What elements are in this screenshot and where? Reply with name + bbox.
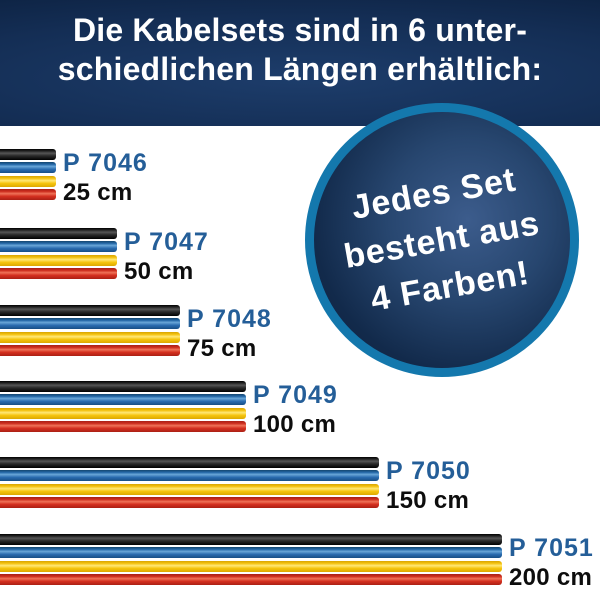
cable-bar	[0, 457, 379, 508]
cable-stripe-black	[0, 305, 180, 316]
cable-row-p7050: P 7050 150 cm	[0, 457, 471, 513]
cable-stripe-red	[0, 344, 180, 356]
cable-length-label: 100 cm	[253, 411, 337, 438]
cable-bar	[0, 305, 180, 356]
cable-length-label: 200 cm	[509, 564, 593, 591]
cable-row-p7049: P 7049 100 cm	[0, 381, 338, 437]
cable-stripe-red	[0, 573, 502, 585]
cable-stripe-blue	[0, 241, 117, 253]
cable-stripe-blue	[0, 394, 246, 406]
cable-stripe-red	[0, 496, 379, 508]
cable-labels: P 7049 100 cm	[253, 381, 338, 437]
cable-stripe-red	[0, 420, 246, 432]
cable-stripe-black	[0, 228, 117, 239]
cable-length-label: 50 cm	[124, 258, 194, 285]
cable-stripe-black	[0, 381, 246, 392]
cable-row-p7051: P 7051 200 cm	[0, 534, 594, 590]
cable-labels: P 7050 150 cm	[386, 457, 471, 513]
cable-stripe-yellow	[0, 407, 246, 419]
cable-stripe-blue	[0, 470, 379, 482]
cable-stripe-black	[0, 457, 379, 468]
cable-labels: P 7046 25 cm	[63, 149, 148, 205]
cable-code-label: P 7048	[187, 305, 272, 333]
info-badge-text: Jedes Set besteht aus 4 Farben!	[332, 153, 551, 326]
cable-row-p7047: P 7047 50 cm	[0, 228, 209, 284]
cable-stripe-black	[0, 534, 502, 545]
cable-code-label: P 7050	[386, 457, 471, 485]
header-title-line1: Die Kabelsets sind in 6 unter-	[72, 12, 528, 48]
cable-stripe-blue	[0, 547, 502, 559]
info-badge: Jedes Set besteht aus 4 Farben!	[305, 103, 579, 377]
cable-row-p7046: P 7046 25 cm	[0, 149, 148, 205]
cable-code-label: P 7049	[253, 381, 338, 409]
cable-code-label: P 7047	[124, 228, 209, 256]
cable-stripe-blue	[0, 318, 180, 330]
cable-stripe-red	[0, 188, 56, 200]
cable-stripe-yellow	[0, 175, 56, 187]
cable-stripe-black	[0, 149, 56, 160]
header-banner: Die Kabelsets sind in 6 unter- schiedlic…	[0, 0, 600, 126]
cable-bar	[0, 149, 56, 200]
cable-code-label: P 7051	[509, 534, 594, 562]
cable-bar	[0, 381, 246, 432]
cable-stripe-yellow	[0, 254, 117, 266]
cable-length-label: 75 cm	[187, 335, 257, 362]
cable-stripe-blue	[0, 162, 56, 174]
header-title-line2: schiedlichen Längen erhältlich:	[57, 51, 543, 87]
cable-code-label: P 7046	[63, 149, 148, 177]
cable-labels: P 7048 75 cm	[187, 305, 272, 361]
cable-stripe-yellow	[0, 483, 379, 495]
cable-labels: P 7047 50 cm	[124, 228, 209, 284]
cable-length-label: 150 cm	[386, 487, 470, 514]
cable-labels: P 7051 200 cm	[509, 534, 594, 590]
cable-length-label: 25 cm	[63, 179, 133, 206]
cable-stripe-yellow	[0, 331, 180, 343]
cable-row-p7048: P 7048 75 cm	[0, 305, 272, 361]
cable-stripe-yellow	[0, 560, 502, 572]
cable-bar	[0, 534, 502, 585]
cable-bar	[0, 228, 117, 279]
cable-stripe-red	[0, 267, 117, 279]
